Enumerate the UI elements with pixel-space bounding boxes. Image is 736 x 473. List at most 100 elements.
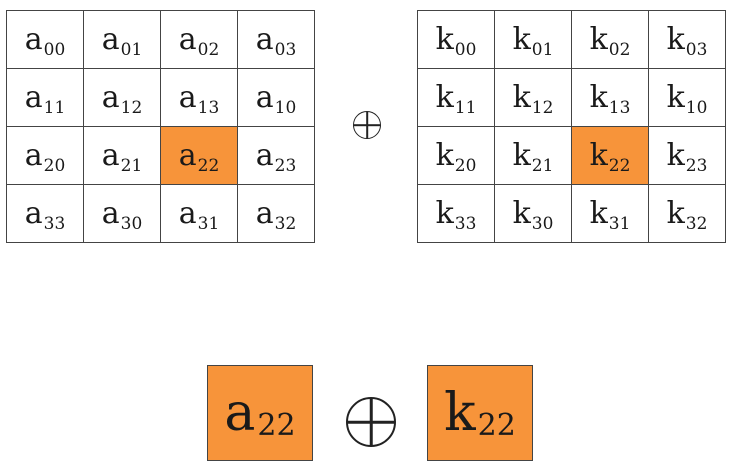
matrix-a-cell-base: a <box>101 21 120 57</box>
matrix-k-cell-1-0: k11 <box>417 68 495 127</box>
xor-operator-icon <box>353 111 381 139</box>
matrix-k-cell-2-2: k22 <box>571 126 649 185</box>
matrix-a-cell-subscript: 12 <box>120 97 143 118</box>
matrix-k-cell-subscript: 00 <box>454 39 477 60</box>
matrix-a-cell-base: a <box>178 137 197 173</box>
matrix-a-cell-subscript: 22 <box>197 155 220 176</box>
matrix-a-cell-base: a <box>101 137 120 173</box>
matrix-a-cell-3-1: a30 <box>83 184 161 243</box>
selected-key-cell: k 22 <box>427 365 533 461</box>
matrix-a-cell-3-2: a31 <box>160 184 238 243</box>
matrix-k-row: k00 k01 k02 k03 <box>417 10 726 69</box>
matrix-a-cell-subscript: 00 <box>43 39 66 60</box>
matrix-a-cell-base: a <box>178 195 197 231</box>
matrix-a-cell-0-1: a01 <box>83 10 161 69</box>
matrix-a-cell-2-0: a20 <box>6 126 84 185</box>
matrix-a-cell-subscript: 10 <box>274 97 297 118</box>
matrix-k-cell-subscript: 33 <box>454 213 477 234</box>
matrix-a-cell-subscript: 13 <box>197 97 220 118</box>
selected-state-base: a <box>224 383 256 443</box>
matrix-k-cell-base: k <box>589 195 608 231</box>
matrix-k-cell-1-3: k10 <box>648 68 726 127</box>
matrix-a-cell-2-3: a23 <box>237 126 315 185</box>
matrix-k-cell-subscript: 10 <box>685 97 708 118</box>
matrix-k-cell-subscript: 30 <box>531 213 554 234</box>
matrix-k-cell-0-1: k01 <box>494 10 572 69</box>
matrix-a-cell-1-3: a10 <box>237 68 315 127</box>
matrix-k-cell-subscript: 32 <box>685 213 708 234</box>
matrix-a-cell-subscript: 03 <box>274 39 297 60</box>
matrix-a-cell-base: a <box>101 195 120 231</box>
matrix-k-cell-base: k <box>666 195 685 231</box>
matrix-k-cell-subscript: 01 <box>531 39 554 60</box>
matrix-k-cell-base: k <box>512 79 531 115</box>
matrix-k-cell-base: k <box>589 79 608 115</box>
matrix-a-cell-subscript: 23 <box>274 155 297 176</box>
matrix-k-cell-1-1: k12 <box>494 68 572 127</box>
matrix-k-row: k33 k30 k31 k32 <box>417 184 726 243</box>
matrix-k-cell-subscript: 11 <box>454 97 477 118</box>
selected-key-sub: 22 <box>477 407 516 443</box>
matrix-a-cell-0-2: a02 <box>160 10 238 69</box>
matrix-k-cell-subscript: 12 <box>531 97 554 118</box>
matrix-k-cell-subscript: 23 <box>685 155 708 176</box>
matrix-k-cell-base: k <box>666 21 685 57</box>
matrix-k-cell-3-0: k33 <box>417 184 495 243</box>
matrix-a-cell-2-2: a22 <box>160 126 238 185</box>
matrix-a-row: a33 a30 a31 a32 <box>6 184 315 243</box>
selected-state-sub: 22 <box>257 407 296 443</box>
matrix-k-cell-base: k <box>435 79 454 115</box>
matrix-k-cell-base: k <box>435 137 454 173</box>
matrix-k-cell-2-0: k20 <box>417 126 495 185</box>
matrix-a-cell-base: a <box>255 195 274 231</box>
matrix-a-cell-subscript: 01 <box>120 39 143 60</box>
matrix-a-cell-0-3: a03 <box>237 10 315 69</box>
selected-state-cell: a 22 <box>207 365 313 461</box>
matrix-a-cell-subscript: 33 <box>43 213 66 234</box>
selected-key-base: k <box>444 383 476 443</box>
state-matrix-a: a00 a01 a02 a03 a11 a12 a13 a10 a20 a21 a22 a23 a33 a… <box>6 10 315 243</box>
matrix-k-cell-subscript: 03 <box>685 39 708 60</box>
matrix-a-cell-1-2: a13 <box>160 68 238 127</box>
matrix-a-cell-base: a <box>255 79 274 115</box>
matrix-k-row: k20 k21 k22 k23 <box>417 126 726 185</box>
matrix-a-cell-base: a <box>24 137 43 173</box>
matrix-a-cell-subscript: 11 <box>43 97 66 118</box>
matrix-a-cell-2-1: a21 <box>83 126 161 185</box>
matrix-a-cell-subscript: 21 <box>120 155 143 176</box>
matrix-k-cell-3-1: k30 <box>494 184 572 243</box>
matrix-a-cell-subscript: 31 <box>197 213 220 234</box>
matrix-a-cell-base: a <box>178 79 197 115</box>
matrix-a-cell-subscript: 02 <box>197 39 220 60</box>
matrix-k-cell-subscript: 13 <box>608 97 631 118</box>
matrix-a-cell-subscript: 32 <box>274 213 297 234</box>
matrix-k-cell-3-3: k32 <box>648 184 726 243</box>
matrix-a-cell-base: a <box>24 195 43 231</box>
matrix-a-cell-base: a <box>255 21 274 57</box>
matrix-a-row: a20 a21 a22 a23 <box>6 126 315 185</box>
matrix-k-cell-base: k <box>666 79 685 115</box>
matrix-a-cell-0-0: a00 <box>6 10 84 69</box>
matrix-k-cell-0-0: k00 <box>417 10 495 69</box>
matrix-k-cell-base: k <box>512 21 531 57</box>
matrix-a-cell-subscript: 30 <box>120 213 143 234</box>
matrix-k-cell-subscript: 21 <box>531 155 554 176</box>
matrix-k-cell-subscript: 20 <box>454 155 477 176</box>
matrix-k-cell-3-2: k31 <box>571 184 649 243</box>
key-matrix-k: k00 k01 k02 k03 k11 k12 k13 k10 k20 k21 k22 k23 k33 k… <box>417 10 726 243</box>
matrix-a-cell-3-3: a32 <box>237 184 315 243</box>
matrix-k-cell-2-3: k23 <box>648 126 726 185</box>
matrix-a-cell-base: a <box>24 21 43 57</box>
matrix-a-row: a00 a01 a02 a03 <box>6 10 315 69</box>
matrix-k-cell-base: k <box>589 21 608 57</box>
matrix-k-cell-subscript: 02 <box>608 39 631 60</box>
matrix-a-cell-3-0: a33 <box>6 184 84 243</box>
matrix-k-cell-base: k <box>512 195 531 231</box>
matrix-k-cell-base: k <box>666 137 685 173</box>
matrix-k-cell-base: k <box>589 137 608 173</box>
matrix-a-cell-base: a <box>101 79 120 115</box>
matrix-a-cell-1-0: a11 <box>6 68 84 127</box>
matrix-a-cell-subscript: 20 <box>43 155 66 176</box>
matrix-a-cell-base: a <box>255 137 274 173</box>
matrix-k-cell-0-2: k02 <box>571 10 649 69</box>
